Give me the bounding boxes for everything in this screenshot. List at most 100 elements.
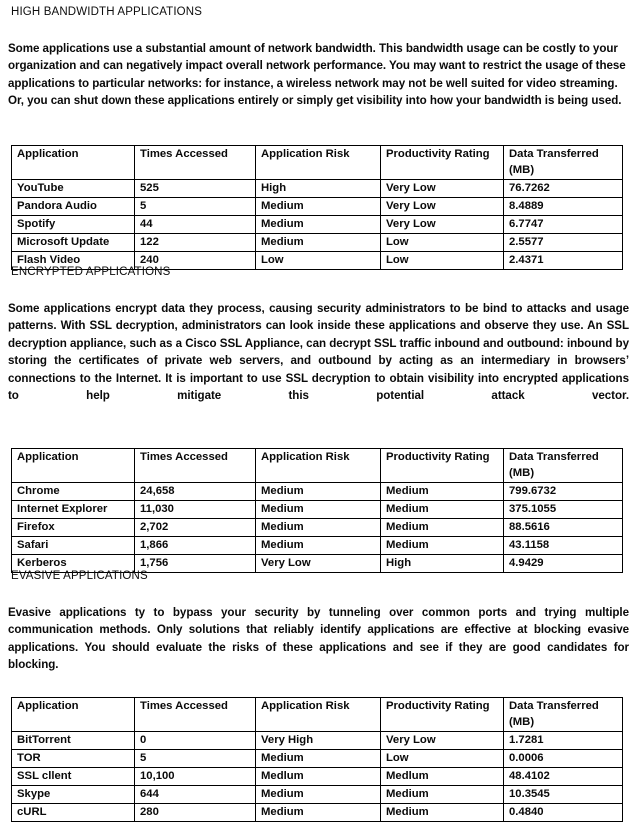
cell-application-risk: Medium <box>255 749 381 768</box>
column-header-data-transferred: Data Transferred (MB) <box>503 697 623 732</box>
column-header-application-risk: Application Risk <box>255 448 381 483</box>
table-header-row: Application Times Accessed Application R… <box>11 697 623 732</box>
column-header-productivity-rating: Productivity Rating <box>380 448 504 483</box>
cell-application: Safari <box>11 536 135 555</box>
cell-data-transferred: 2.4371 <box>503 251 623 270</box>
cell-productivity-rating: Medium <box>380 803 504 822</box>
cell-times-accessed: 644 <box>134 785 256 804</box>
cell-application: Microsoft Update <box>11 233 135 252</box>
column-header-application: Application <box>11 697 135 732</box>
cell-productivity-rating: Medium <box>380 500 504 519</box>
cell-times-accessed: 525 <box>134 179 256 198</box>
table-row: Flash Video 240 Low Low 2.4371 <box>11 251 623 270</box>
cell-productivity-rating: Very Low <box>380 197 504 216</box>
cell-application: Internet Explorer <box>11 500 135 519</box>
cell-times-accessed: 122 <box>134 233 256 252</box>
cell-data-transferred: 4.9429 <box>503 554 623 573</box>
section-paragraph-evasive-applications: Evasive applications ty to bypass your s… <box>8 606 629 672</box>
cell-data-transferred: 10.3545 <box>503 785 623 804</box>
table-header-row: Application Times Accessed Application R… <box>11 448 623 483</box>
column-header-productivity-rating: Productivity Rating <box>380 697 504 732</box>
cell-application: Pandora Audio <box>11 197 135 216</box>
cell-data-transferred: 43.1158 <box>503 536 623 555</box>
high-bandwidth-applications-table: Application Times Accessed Application R… <box>11 145 623 270</box>
cell-times-accessed: 44 <box>134 215 256 234</box>
table-row: Firefox 2,702 Medium Medium 88.5616 <box>11 518 623 537</box>
cell-times-accessed: 24,658 <box>134 482 256 501</box>
column-header-times-accessed: Times Accessed <box>134 145 256 180</box>
cell-application: TOR <box>11 749 135 768</box>
cell-productivity-rating: Medium <box>380 536 504 555</box>
cell-application-risk: Medium <box>255 536 381 555</box>
section-paragraph-encrypted-applications: Some applications encrypt data they proc… <box>8 302 629 403</box>
cell-application-risk: Very Low <box>255 554 381 573</box>
cell-times-accessed: 11,030 <box>134 500 256 519</box>
cell-application-risk: Medium <box>255 785 381 804</box>
column-header-times-accessed: Times Accessed <box>134 448 256 483</box>
cell-data-transferred: 375.1055 <box>503 500 623 519</box>
cell-application-risk: Medium <box>255 215 381 234</box>
cell-data-transferred: 6.7747 <box>503 215 623 234</box>
cell-productivity-rating: High <box>380 554 504 573</box>
table-row: cURL 280 Medium Medium 0.4840 <box>11 803 623 822</box>
cell-application-risk: Very High <box>255 731 381 750</box>
table-row: Safari 1,866 Medium Medium 43.1158 <box>11 536 623 555</box>
table-row: YouTube 525 High Very Low 76.7262 <box>11 179 623 198</box>
table-header-row: Application Times Accessed Application R… <box>11 145 623 180</box>
cell-times-accessed: 1,756 <box>134 554 256 573</box>
cell-application: Spotify <box>11 215 135 234</box>
cell-application: Firefox <box>11 518 135 537</box>
cell-productivity-rating: Medium <box>380 518 504 537</box>
cell-times-accessed: 2,702 <box>134 518 256 537</box>
cell-application: Chrome <box>11 482 135 501</box>
table-row: Microsoft Update 122 Medium Low 2.5577 <box>11 233 623 252</box>
cell-productivity-rating: Low <box>380 749 504 768</box>
column-header-application-risk: Application Risk <box>255 145 381 180</box>
cell-productivity-rating: Low <box>380 233 504 252</box>
column-header-application: Application <box>11 145 135 180</box>
cell-times-accessed: 0 <box>134 731 256 750</box>
cell-application: SSL cllent <box>11 767 135 786</box>
cell-times-accessed: 10,100 <box>134 767 256 786</box>
cell-application: Skype <box>11 785 135 804</box>
table-row: Chrome 24,658 Medium Medium 799.6732 <box>11 482 623 501</box>
evasive-applications-table: Application Times Accessed Application R… <box>11 697 623 822</box>
cell-productivity-rating: Very Low <box>380 731 504 750</box>
cell-application-risk: Medium <box>255 803 381 822</box>
section-paragraph-high-bandwidth-applications: Some applications use a substantial amou… <box>8 42 626 108</box>
cell-data-transferred: 0.0006 <box>503 749 623 768</box>
table-row: Kerberos 1,756 Very Low High 4.9429 <box>11 554 623 573</box>
cell-productivity-rating: Medium <box>380 785 504 804</box>
cell-application-risk: Medium <box>255 482 381 501</box>
cell-application-risk: Medium <box>255 233 381 252</box>
table-row: SSL cllent 10,100 Medlum Medlum 48.4102 <box>11 767 623 786</box>
cell-productivity-rating: Low <box>380 251 504 270</box>
table-row: Pandora Audio 5 Medium Very Low 8.4889 <box>11 197 623 216</box>
cell-productivity-rating: Medium <box>380 482 504 501</box>
table-row: Skype 644 Medium Medium 10.3545 <box>11 785 623 804</box>
cell-application-risk: Medium <box>255 518 381 537</box>
cell-application: Kerberos <box>11 554 135 573</box>
cell-data-transferred: 2.5577 <box>503 233 623 252</box>
cell-application: YouTube <box>11 179 135 198</box>
cell-productivity-rating: Medlum <box>380 767 504 786</box>
cell-data-transferred: 8.4889 <box>503 197 623 216</box>
table-row: TOR 5 Medium Low 0.0006 <box>11 749 623 768</box>
encrypted-applications-table: Application Times Accessed Application R… <box>11 448 623 573</box>
cell-productivity-rating: Very Low <box>380 179 504 198</box>
cell-application-risk: Medium <box>255 197 381 216</box>
cell-times-accessed: 5 <box>134 749 256 768</box>
table-row: BitTorrent 0 Very High Very Low 1.7281 <box>11 731 623 750</box>
section-heading-high-bandwidth-applications: HIGH BANDWIDTH APPLICATIONS <box>11 6 203 18</box>
section-heading-evasive-applications: EVASIVE APPLICATIONS <box>11 570 148 582</box>
cell-application-risk: Low <box>255 251 381 270</box>
cell-data-transferred: 88.5616 <box>503 518 623 537</box>
cell-data-transferred: 76.7262 <box>503 179 623 198</box>
section-heading-encrypted-applications: ENCRYPTED APPLICATIONS <box>11 266 171 278</box>
column-header-data-transferred: Data Transferred (MB) <box>503 448 623 483</box>
table-row: Internet Explorer 11,030 Medium Medium 3… <box>11 500 623 519</box>
table-row: Spotify 44 Medium Very Low 6.7747 <box>11 215 623 234</box>
cell-times-accessed: 1,866 <box>134 536 256 555</box>
cell-times-accessed: 5 <box>134 197 256 216</box>
